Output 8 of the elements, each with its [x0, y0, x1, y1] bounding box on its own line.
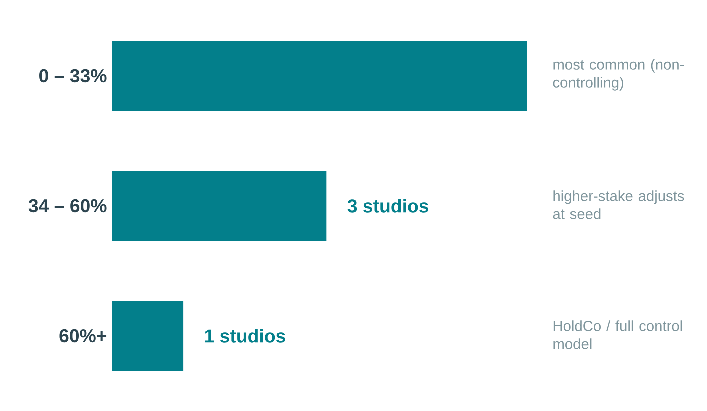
text: HoldCo / full control model [554, 320, 682, 350]
text: higher-stake adjusts at seed [553, 190, 684, 220]
text: most common (non-controlling) [553, 59, 684, 91]
y-tick-label: 34 – 60% [28, 199, 107, 213]
y-tick-label: 60%+ [60, 329, 107, 343]
data-label: 1 studios [205, 329, 286, 343]
data-label: 3 studios [348, 199, 429, 213]
y-tick-label: 0 – 33% [40, 69, 107, 83]
